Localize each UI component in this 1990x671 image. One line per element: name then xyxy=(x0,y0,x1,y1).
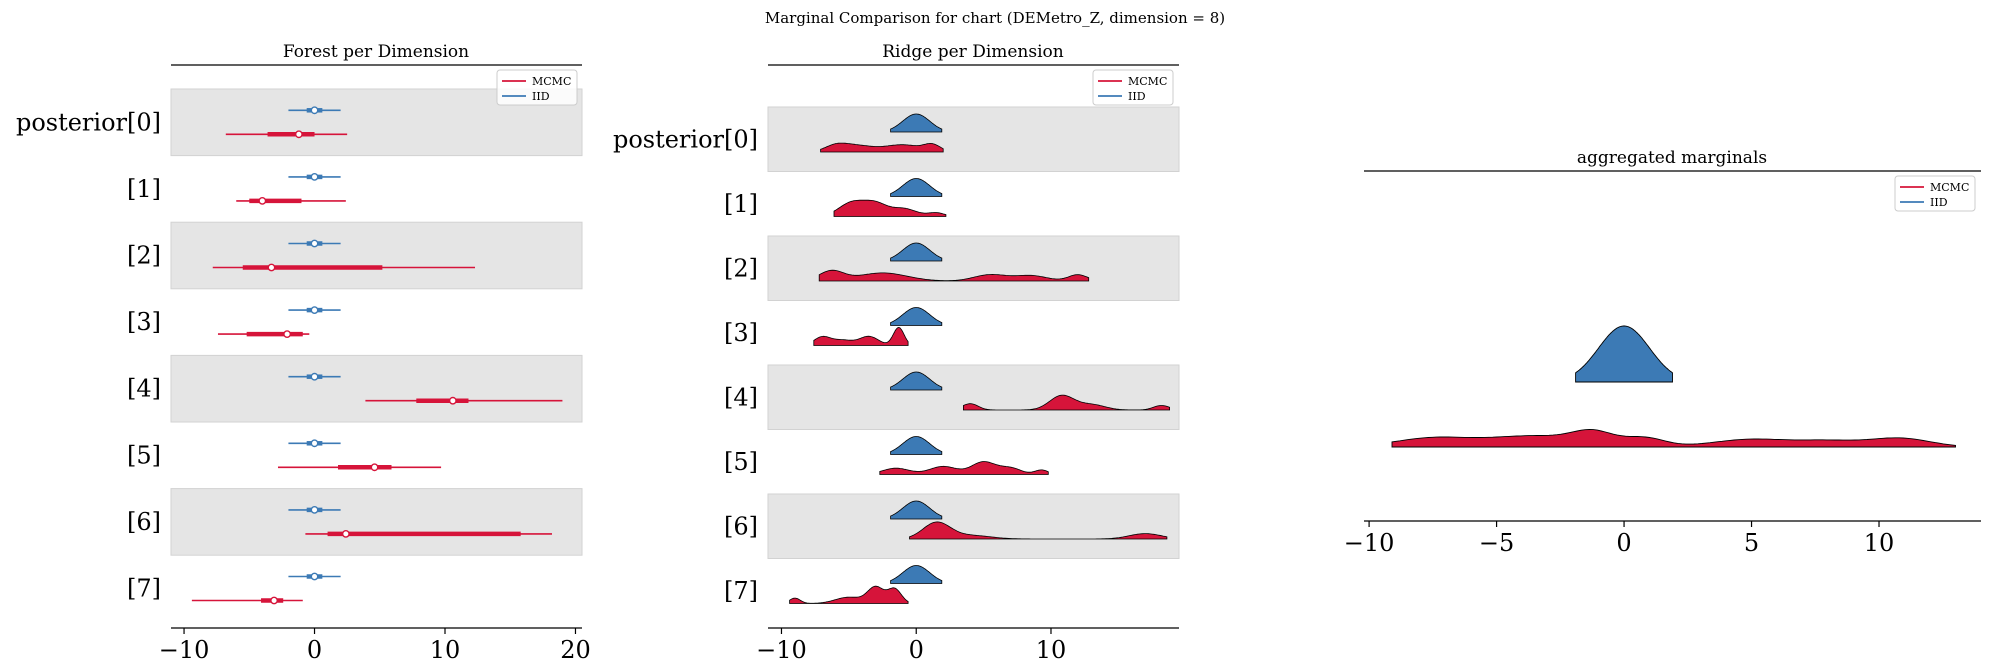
forest-median-mcmc xyxy=(448,396,457,405)
aggregated-x-axis: −10 −5 0 5 10 xyxy=(1344,520,1981,557)
ridge-legend-label: IID xyxy=(1128,90,1146,103)
figure-suptitle: Marginal Comparison for chart (DEMetro_Z… xyxy=(765,9,1225,27)
ridge-density-mcmc xyxy=(879,461,1049,475)
aggregated-legend-label: IID xyxy=(1930,196,1948,209)
ridge-row-band xyxy=(767,364,1180,430)
forest-row-label: [5] xyxy=(127,441,161,469)
ridge-density-iid xyxy=(890,500,943,520)
forest-median-mcmc xyxy=(341,530,350,538)
ridge-panel: Ridge per Dimension posterior[0] [1] [2] [3… xyxy=(613,42,1180,664)
ridge-row-band xyxy=(767,493,1180,559)
forest-median-iid xyxy=(310,439,319,448)
ridge-density-mcmc xyxy=(833,199,947,217)
ridge-row-label: posterior[0] xyxy=(613,125,758,153)
ridge-row-label: [6] xyxy=(724,512,758,540)
ridge-legend: MCMC IID xyxy=(1092,69,1174,106)
forest-x-axis: −10 0 10 20 xyxy=(159,627,591,664)
ridge-row-bands xyxy=(767,106,1180,559)
ridge-density-iid xyxy=(890,436,943,455)
forest-legend: MCMC IID xyxy=(496,69,578,106)
aggregated-x-tick-label: 5 xyxy=(1744,529,1759,557)
aggregated-x-tick-label: 0 xyxy=(1616,529,1631,557)
forest-x-tick-label: 10 xyxy=(430,636,461,664)
forest-median-mcmc xyxy=(370,463,379,472)
ridge-row-band xyxy=(767,106,1180,172)
forest-median-iid xyxy=(310,572,319,581)
ridge-row-label: [2] xyxy=(724,254,758,282)
ridge-row-label: [5] xyxy=(724,448,758,476)
forest-row-band xyxy=(170,354,583,423)
ridge-density-iid xyxy=(890,371,943,391)
ridge-row-labels: posterior[0] [1] [2] [3] [4] [5] [6] [7] xyxy=(613,125,758,605)
forest-row-label: [6] xyxy=(127,508,161,536)
ridge-x-tick-label: 0 xyxy=(909,636,924,664)
ridge-row-label: [3] xyxy=(724,319,758,347)
ridge-density-mcmc xyxy=(909,521,1168,540)
ridge-x-axis: −10 0 10 xyxy=(756,627,1179,664)
forest-row-label: [3] xyxy=(127,308,161,336)
forest-median-mcmc xyxy=(258,196,267,205)
forest-median-iid xyxy=(310,239,319,248)
forest-panel: Forest per Dimension posterior[0] [1] [2] [… xyxy=(16,42,591,664)
aggregated-x-tick-label: 10 xyxy=(1864,529,1895,557)
forest-median-mcmc xyxy=(267,263,276,272)
forest-row-label: [1] xyxy=(127,175,161,203)
ridge-row-label: [7] xyxy=(724,577,758,605)
ridge-row-label: [4] xyxy=(724,383,758,411)
forest-row-band xyxy=(170,221,583,290)
forest-row-label: [4] xyxy=(127,375,161,403)
ridge-x-tick-label: −10 xyxy=(756,636,807,664)
ridge-x-tick-label: 10 xyxy=(1036,636,1067,664)
ridge-density-iid xyxy=(890,307,943,326)
forest-median-iid xyxy=(310,306,319,314)
aggregated-density-mcmc xyxy=(1391,429,1956,448)
forest-title: Forest per Dimension xyxy=(283,42,469,62)
forest-x-tick-label: 0 xyxy=(307,636,322,664)
ridge-density-iid xyxy=(890,565,943,584)
ridge-density-iid xyxy=(890,242,943,262)
ridge-density-mcmc xyxy=(818,269,1090,282)
ridge-row-band xyxy=(767,235,1180,301)
forest-median-iid xyxy=(310,106,319,115)
forest-row-labels: posterior[0] [1] [2] [3] [4] [5] [6] [7] xyxy=(16,108,161,602)
aggregated-panel: aggregated marginals −10 −5 0 5 10 MCMC IID xyxy=(1344,148,1981,557)
forest-x-tick-label: −10 xyxy=(159,636,210,664)
aggregated-density-iid xyxy=(1575,325,1673,383)
forest-legend-label: MCMC xyxy=(532,75,571,88)
forest-legend-label: IID xyxy=(532,90,550,103)
ridge-density-mcmc xyxy=(789,585,909,604)
forest-median-iid xyxy=(310,372,319,381)
ridge-densities xyxy=(789,113,1170,604)
forest-row-label: [7] xyxy=(127,575,161,603)
aggregated-densities xyxy=(1391,325,1956,448)
forest-row-label: [2] xyxy=(127,242,161,270)
aggregated-x-tick-label: −5 xyxy=(1479,529,1514,557)
aggregated-x-tick-label: −10 xyxy=(1344,529,1395,557)
ridge-density-iid xyxy=(890,113,943,133)
forest-row-bands xyxy=(170,88,583,556)
forest-row-label: posterior[0] xyxy=(16,108,161,136)
aggregated-legend-label: MCMC xyxy=(1930,181,1969,194)
forest-median-mcmc xyxy=(270,596,278,605)
ridge-density-mcmc xyxy=(820,142,944,153)
aggregated-title: aggregated marginals xyxy=(1577,148,1767,168)
ridge-legend-label: MCMC xyxy=(1128,75,1167,88)
aggregated-legend: MCMC IID xyxy=(1894,175,1976,212)
forest-x-tick-label: 20 xyxy=(560,636,591,664)
ridge-density-mcmc xyxy=(963,394,1170,411)
ridge-title: Ridge per Dimension xyxy=(882,42,1064,62)
ridge-density-iid xyxy=(890,178,943,197)
forest-median-iid xyxy=(310,505,319,514)
forest-median-mcmc xyxy=(294,130,303,139)
ridge-row-label: [1] xyxy=(724,190,758,218)
forest-median-mcmc xyxy=(283,330,292,338)
ridge-density-mcmc xyxy=(813,326,909,346)
forest-row-band xyxy=(170,488,583,556)
forest-intervals xyxy=(191,106,563,605)
forest-median-iid xyxy=(310,172,319,181)
